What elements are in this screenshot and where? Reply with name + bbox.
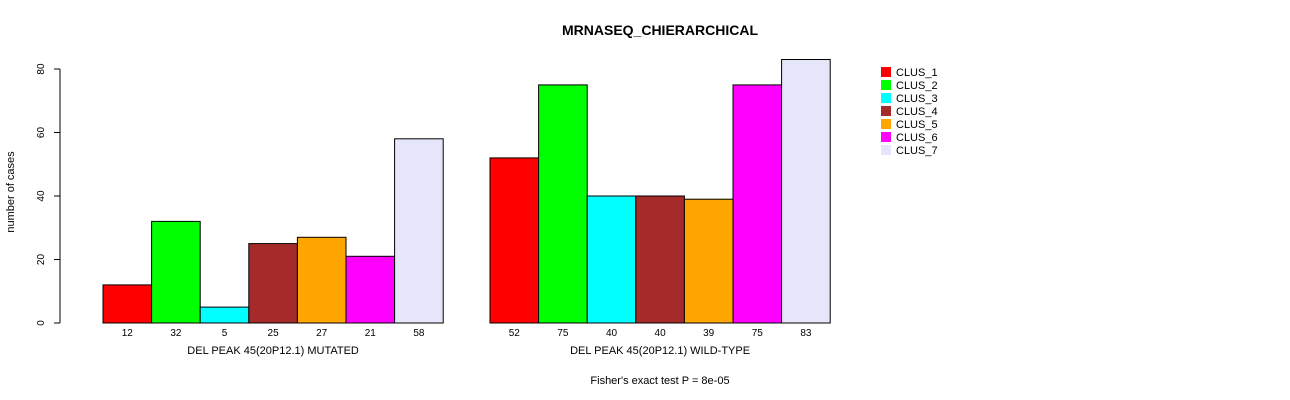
legend-label: CLUS_4 <box>896 106 938 118</box>
bar-group-mutated: 12 32 5 25 27 21 58 DEL PEAK 45(20P12.1) MUTATE… <box>102 138 444 357</box>
bar-clus-6 <box>345 255 396 324</box>
bar-count-label: 12 <box>122 328 134 339</box>
chart-title: MRNASEQ_CHIERARCHICAL <box>562 22 758 38</box>
bar-clus-3 <box>199 306 250 324</box>
fisher-test-footer: Fisher's exact test P = 8e-05 <box>590 375 729 387</box>
bar-count-label: 5 <box>222 328 228 339</box>
bar-count-label: 75 <box>752 328 764 339</box>
legend-item: CLUS_1 <box>881 67 938 79</box>
group-label: DEL PEAK 45(20P12.1) WILD-TYPE <box>570 345 750 357</box>
legend-swatch <box>881 145 891 155</box>
bar-count-label: 25 <box>268 328 280 339</box>
bar-count-label: 58 <box>413 328 425 339</box>
bar-clus-4 <box>635 195 685 324</box>
group-label: DEL PEAK 45(20P12.1) MUTATED <box>187 345 359 357</box>
bar-clus-4 <box>248 243 298 324</box>
legend-item: CLUS_2 <box>881 80 938 92</box>
legend-swatch <box>881 119 891 129</box>
bar-clus-2 <box>151 220 201 324</box>
legend-swatch <box>881 93 891 103</box>
bar-clus-7 <box>394 138 444 324</box>
bar-clus-1 <box>102 284 153 324</box>
legend-label: CLUS_5 <box>896 119 938 131</box>
y-axis-label: number of cases <box>5 151 17 233</box>
bar-count-label: 83 <box>800 328 812 339</box>
legend-label: CLUS_2 <box>896 80 938 92</box>
legend-label: CLUS_7 <box>896 145 938 157</box>
bar-clus-2 <box>538 84 588 324</box>
legend-item: CLUS_4 <box>881 106 938 118</box>
bar-count-label: 21 <box>365 328 377 339</box>
legend-label: CLUS_6 <box>896 132 938 144</box>
legend-label: CLUS_3 <box>896 93 938 105</box>
bar-count-label: 32 <box>170 328 182 339</box>
bar-clus-1 <box>489 157 540 324</box>
legend-swatch <box>881 132 891 142</box>
legend-swatch <box>881 106 891 116</box>
legend-item: CLUS_3 <box>881 93 938 105</box>
bar-clus-3 <box>586 195 637 324</box>
bar-count-label: 40 <box>606 328 618 339</box>
y-tick-label: 20 <box>36 254 47 266</box>
y-axis: 0 20 40 60 80 <box>36 63 61 326</box>
legend-swatch <box>881 67 891 77</box>
bar-group-wild-type: 52 75 40 40 39 75 83 DEL PEAK 45(20P12.1) WILD-… <box>489 59 831 357</box>
bar-clus-7 <box>781 59 831 324</box>
y-tick-label: 60 <box>36 127 47 139</box>
bar-count-label: 52 <box>509 328 521 339</box>
bar-clus-5 <box>296 236 347 324</box>
legend-swatch <box>881 80 891 90</box>
legend-item: CLUS_5 <box>881 119 938 131</box>
bar-count-label: 40 <box>655 328 667 339</box>
y-tick-label: 80 <box>36 63 47 75</box>
legend-item: CLUS_6 <box>881 132 938 144</box>
y-tick-label: 0 <box>36 320 47 326</box>
bar-clus-5 <box>683 198 734 324</box>
legend-label: CLUS_1 <box>896 67 938 79</box>
legend: CLUS_1CLUS_2CLUS_3CLUS_4CLUS_5CLUS_6CLUS… <box>881 67 938 157</box>
bar-clus-6 <box>732 84 783 324</box>
legend-item: CLUS_7 <box>881 145 938 157</box>
bar-count-label: 75 <box>557 328 569 339</box>
bar-count-label: 27 <box>316 328 328 339</box>
bar-count-label: 39 <box>703 328 715 339</box>
y-tick-label: 40 <box>36 190 47 202</box>
